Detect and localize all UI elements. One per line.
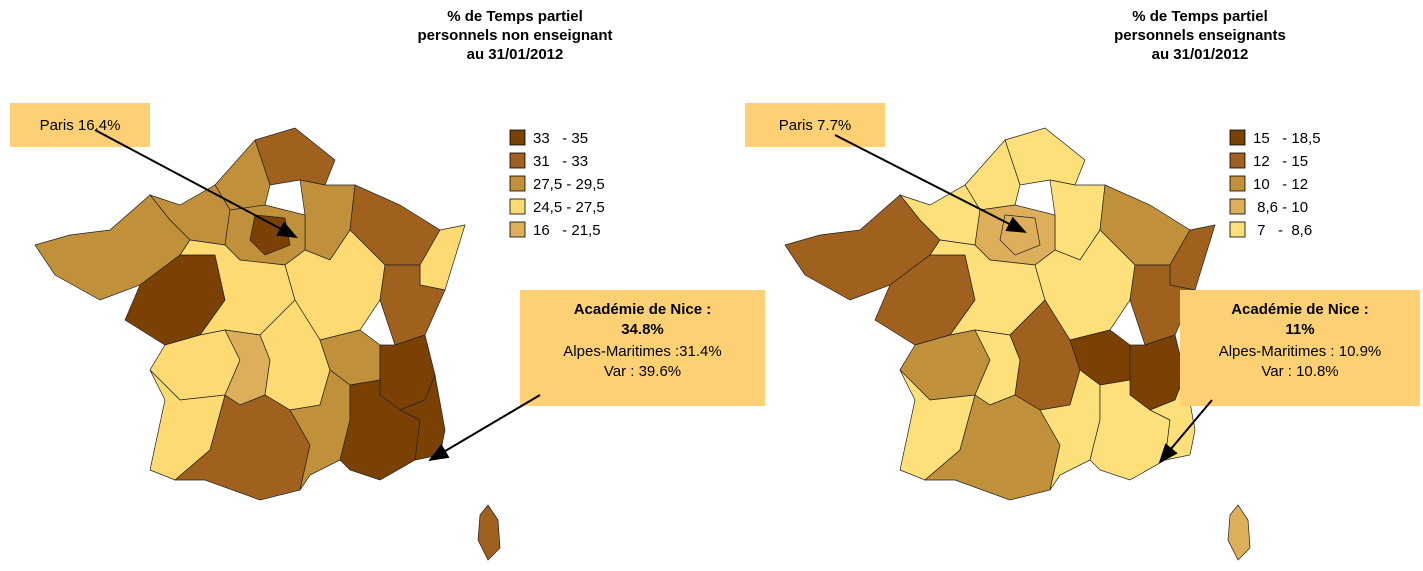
nice-title: Académie de Nice : <box>574 301 712 318</box>
legend-label: 12 - 15 <box>1253 153 1308 170</box>
nice-box <box>1180 290 1420 406</box>
map-title: % de Temps partiel <box>447 8 583 25</box>
nice-line: Alpes-Maritimes :31.4% <box>563 343 721 360</box>
paris-arrow <box>94 129 298 238</box>
legend-swatch <box>1229 129 1246 146</box>
paris-label: Paris 7.7% <box>779 117 852 134</box>
legend-swatch <box>1229 152 1246 169</box>
legend-label: 24,5 - 27,5 <box>533 199 605 216</box>
map-title: au 31/01/2012 <box>1152 46 1249 63</box>
legend-label: 33 - 35 <box>533 130 588 147</box>
paris-label: Paris 16.4% <box>40 117 121 134</box>
paris-box <box>10 103 150 147</box>
nice-value: 11% <box>1285 321 1314 338</box>
nice-value: 34.8% <box>621 321 664 338</box>
legend-label: 15 - 18,5 <box>1253 130 1321 147</box>
nice-box <box>520 290 765 406</box>
region <box>379 264 446 346</box>
nice-title: Académie de Nice : <box>1231 301 1369 318</box>
map <box>34 127 501 561</box>
paris-box <box>745 103 885 147</box>
nice-line: Var : 10.8% <box>1261 363 1338 380</box>
map-title: personnels non enseignant <box>417 27 612 44</box>
legend-label: 16 - 21,5 <box>533 222 601 239</box>
legend-swatch <box>509 152 526 169</box>
legend-swatch <box>1229 221 1246 238</box>
legend-swatch <box>1229 175 1246 192</box>
legend-swatch <box>1229 198 1246 215</box>
paris-arrow <box>834 134 1027 233</box>
legend-label: 8,6 - 10 <box>1253 199 1308 216</box>
legend-swatch <box>509 175 526 192</box>
nice-arrow <box>1158 399 1213 464</box>
map-title: % de Temps partiel <box>1132 8 1268 25</box>
legend-label: 7 - 8,6 <box>1253 222 1312 239</box>
legend-swatch <box>509 198 526 215</box>
legend-swatch <box>509 221 526 238</box>
region <box>477 504 501 561</box>
legend-swatch <box>509 129 526 146</box>
legend-label: 27,5 - 29,5 <box>533 176 605 193</box>
region <box>1227 504 1251 561</box>
map <box>784 127 1251 561</box>
legend-label: 31 - 33 <box>533 153 588 170</box>
legend-label: 10 - 12 <box>1253 176 1308 193</box>
region <box>399 373 446 461</box>
nice-line: Var : 39.6% <box>604 363 681 380</box>
map-title: au 31/01/2012 <box>467 46 564 63</box>
map-title: personnels enseignants <box>1114 27 1286 44</box>
nice-arrow <box>428 394 541 462</box>
nice-line: Alpes-Maritimes : 10.9% <box>1219 343 1382 360</box>
